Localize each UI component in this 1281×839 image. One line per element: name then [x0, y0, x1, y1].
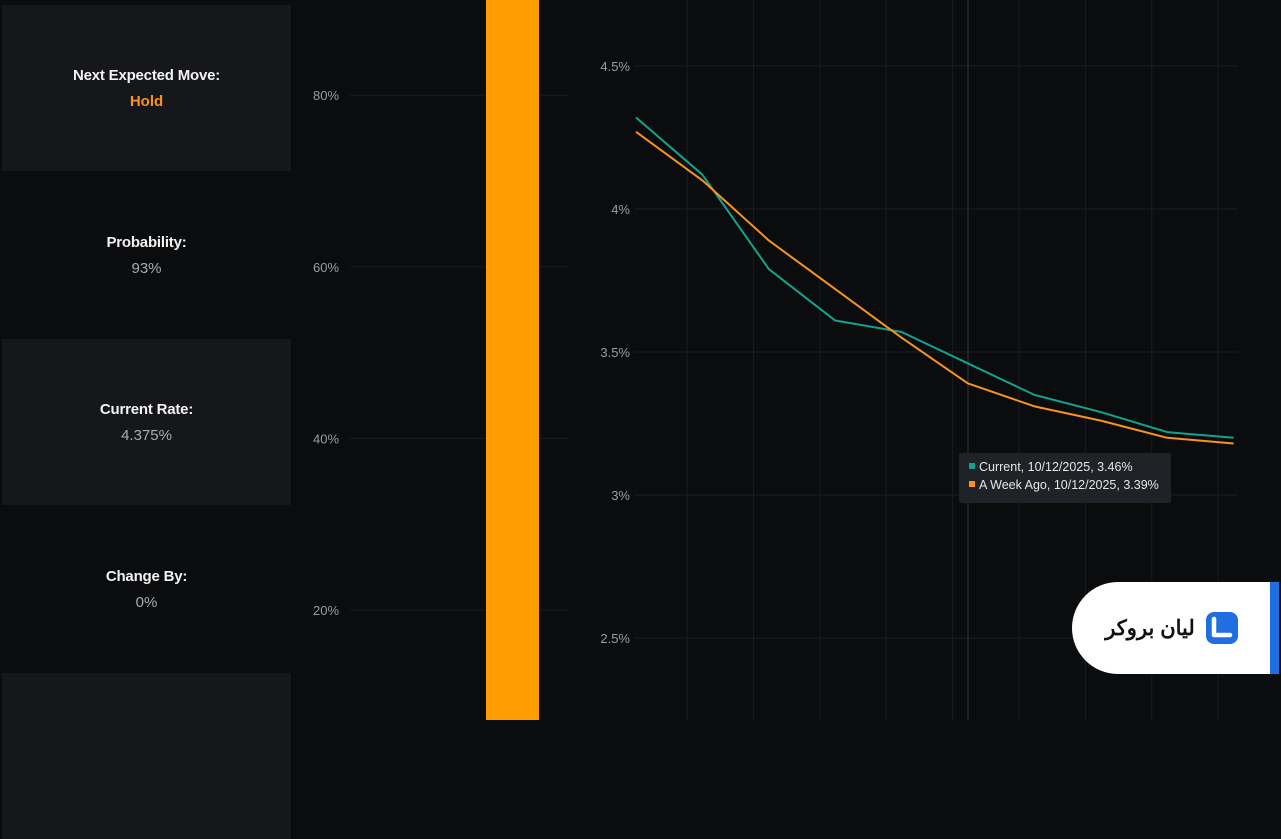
tooltip-swatch — [969, 481, 975, 487]
y-tick-label: 80% — [313, 88, 339, 103]
stat-value: 0% — [135, 593, 158, 611]
stat-card-partial — [2, 673, 291, 839]
stat-label: Current Rate: — [99, 400, 194, 418]
brand-logo-icon — [1205, 612, 1238, 644]
probability-bar-chart: 80%60%40%20%93% — [313, 0, 568, 720]
brand-badge[interactable]: لیان بروکر — [1072, 582, 1272, 674]
y-tick-label: 4% — [611, 202, 630, 217]
stat-label: Next Expected Move: — [72, 66, 221, 84]
stat-current-rate: Current Rate: 4.375% — [2, 339, 291, 505]
series-line-a-week-ago — [635, 130, 1234, 445]
y-tick-label: 3.5% — [600, 345, 630, 360]
bar-hold — [486, 0, 539, 720]
tooltip-box — [959, 453, 1171, 503]
y-tick-label: 20% — [313, 603, 339, 618]
stat-value: 4.375% — [121, 426, 172, 444]
y-tick-label: 3% — [611, 488, 630, 503]
y-tick-label: 60% — [313, 260, 339, 275]
rate-path-line-chart: 4.5% 4% 3.5% 3% 2.5% Current, 10/12/2025, 3.4… — [600, 0, 1238, 720]
stat-probability: Probability: 93% — [2, 172, 291, 338]
y-tick-label: 2.5% — [600, 631, 630, 646]
y-tick-label: 4.5% — [600, 59, 630, 74]
brand-name: لیان بروکر — [1105, 616, 1195, 640]
tooltip-row: A Week Ago, 10/12/2025, 3.39% — [979, 478, 1159, 492]
series-line-current — [635, 116, 1234, 439]
stat-change-by: Change By: 0% — [2, 506, 291, 672]
stat-label: Change By: — [105, 567, 188, 585]
tooltip-row: Current, 10/12/2025, 3.46% — [979, 460, 1133, 474]
stats-panel: Next Expected Move: Hold Probability: 93… — [0, 0, 292, 839]
brand-edge-strip — [1270, 582, 1279, 674]
stat-next-move: Next Expected Move: Hold — [2, 5, 291, 171]
tooltip-swatch — [969, 463, 975, 469]
stat-label: Probability: — [106, 233, 187, 251]
y-tick-label: 40% — [313, 431, 339, 446]
stat-value: 93% — [131, 259, 162, 277]
stat-value: Hold — [129, 92, 164, 110]
